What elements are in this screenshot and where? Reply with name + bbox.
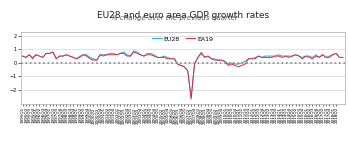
EU28 (162, 55, 166, 57)
Line: EA19: EA19 (23, 52, 343, 99)
EU28 (111, 52, 116, 54)
EA19 (341, 57, 345, 58)
EA19 (189, 98, 193, 100)
EU28 (64, 54, 69, 56)
Legend: EU28, EA19: EU28, EA19 (151, 35, 214, 43)
EA19 (68, 55, 72, 57)
EA19 (199, 52, 203, 54)
EU28 (341, 57, 345, 58)
Title: EU28 and euro area GDP growth rates: EU28 and euro area GDP growth rates (97, 11, 269, 20)
EU28 (132, 50, 136, 52)
EU28 (21, 55, 25, 57)
EU28 (186, 70, 190, 72)
EA19 (51, 51, 55, 53)
EU28 (189, 97, 193, 99)
EA19 (162, 57, 166, 58)
EA19 (321, 54, 325, 56)
EU28 (321, 54, 325, 56)
EA19 (186, 70, 190, 72)
EA19 (21, 55, 25, 57)
EA19 (115, 54, 119, 56)
Text: % change over the previous quarter: % change over the previous quarter (111, 14, 237, 21)
EU28 (199, 51, 203, 53)
Line: EU28: EU28 (23, 51, 343, 98)
